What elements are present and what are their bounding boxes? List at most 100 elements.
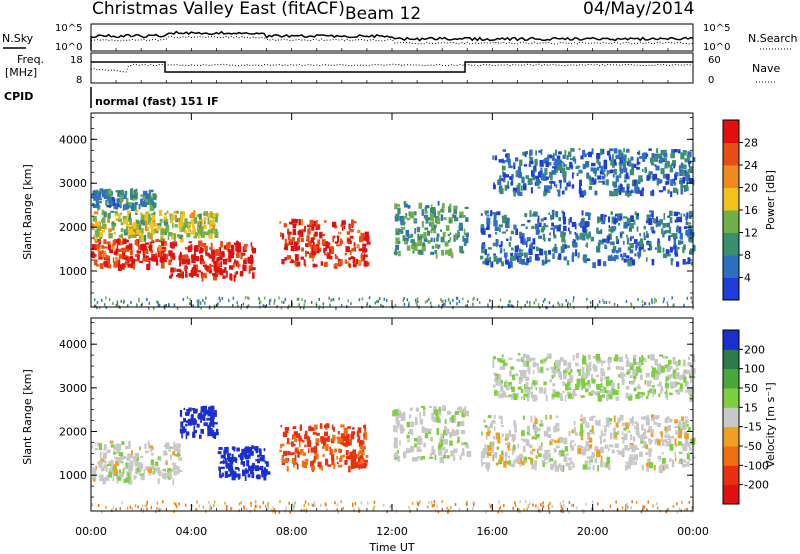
power-cell <box>103 250 107 258</box>
power-cell <box>304 225 306 232</box>
power-cell <box>626 186 630 193</box>
vel-cell <box>203 416 206 421</box>
vel-cell <box>524 376 530 381</box>
power-cell <box>485 210 489 214</box>
power-cell <box>653 158 659 162</box>
vel-cell <box>352 449 357 455</box>
power-noise-cell <box>218 296 221 300</box>
vel-cell <box>531 391 534 398</box>
vel-cell <box>574 383 580 390</box>
power-cell <box>589 179 592 186</box>
power-cell <box>461 215 466 218</box>
power-cell <box>163 219 169 226</box>
vel-cell <box>614 432 620 435</box>
power-cell <box>132 222 137 229</box>
vel-cell <box>617 430 620 434</box>
vel-cell <box>344 459 348 465</box>
vel-cell <box>219 461 223 464</box>
vel-cell <box>634 387 637 392</box>
power-cell <box>155 238 160 242</box>
vel-cell <box>672 356 676 364</box>
vel-cell <box>358 451 360 457</box>
power-noise-cell <box>561 303 564 307</box>
power-cell <box>571 184 575 189</box>
power-noise-cell <box>105 296 107 300</box>
vel-cell <box>173 441 176 445</box>
power-cell <box>220 261 223 268</box>
power-cell <box>128 243 133 250</box>
power-cell <box>300 219 304 226</box>
power-cell <box>158 209 163 216</box>
power-cell <box>95 196 100 199</box>
power-noise-cell <box>173 303 176 307</box>
power-cell <box>566 155 569 160</box>
vel-cell <box>688 371 693 375</box>
power-cell <box>108 258 110 264</box>
vel-cell <box>653 464 656 471</box>
power-cell <box>612 226 617 230</box>
power-noise-cell <box>406 298 409 302</box>
power-cell <box>305 251 309 254</box>
power-cell <box>508 262 511 269</box>
colorbar-segment <box>723 142 739 166</box>
vel-cell <box>239 453 244 460</box>
power-cell <box>603 165 608 170</box>
power-cell <box>165 224 170 232</box>
power-cell <box>152 200 155 206</box>
vel-cell <box>167 473 171 477</box>
power-noise-cell <box>221 297 224 301</box>
vel-cell <box>620 372 624 379</box>
power-cell <box>326 252 331 259</box>
power-cell <box>548 162 552 166</box>
vel-cell <box>133 475 136 480</box>
vel-cell <box>648 440 653 443</box>
power-cell <box>639 156 643 159</box>
power-cell <box>501 231 507 234</box>
power-cell <box>187 245 191 253</box>
vel-cell <box>431 449 436 455</box>
power-cell <box>176 234 179 238</box>
vel-cell <box>202 413 207 416</box>
velocity-colorbar-tick-label: -50 <box>744 440 762 453</box>
power-cell <box>433 237 436 243</box>
power-cell <box>173 211 177 215</box>
vel-noise-cell <box>562 500 564 504</box>
vel-cell <box>651 388 654 393</box>
power-cell <box>545 161 549 168</box>
vel-cell <box>147 468 153 473</box>
power-noise-cell <box>301 298 303 301</box>
power-cell <box>528 163 532 168</box>
power-cell <box>309 253 312 259</box>
power-noise-cell <box>666 301 669 305</box>
vel-cell <box>266 471 271 475</box>
power-cell <box>146 211 150 215</box>
power-cell <box>177 273 182 277</box>
vel-cell <box>458 406 463 413</box>
power-cell <box>115 253 119 257</box>
power-cell <box>588 213 591 221</box>
vel-cell <box>345 455 350 460</box>
vel-cell <box>501 354 504 358</box>
vel-cell <box>325 458 329 466</box>
vel-cell <box>440 433 443 440</box>
power-cell <box>610 191 615 197</box>
power-cell <box>146 255 149 258</box>
power-cell <box>627 260 632 267</box>
vel-cell <box>545 462 548 465</box>
vel-cell <box>604 387 607 391</box>
power-cell <box>140 198 143 206</box>
vel-noise-cell <box>121 501 123 505</box>
power-cell <box>203 224 207 230</box>
y-tick-label: 1000 <box>59 469 87 482</box>
power-cell <box>465 217 469 222</box>
power-cell <box>131 190 135 194</box>
power-noise-cell <box>557 301 559 305</box>
power-cell <box>682 150 687 153</box>
vel-cell <box>213 422 218 425</box>
colorbar-segment <box>723 165 739 188</box>
vel-cell <box>661 437 663 442</box>
vel-noise-cell <box>278 510 281 514</box>
power-noise-cell <box>402 299 405 302</box>
power-cell <box>140 194 143 197</box>
vel-cell <box>492 454 495 461</box>
